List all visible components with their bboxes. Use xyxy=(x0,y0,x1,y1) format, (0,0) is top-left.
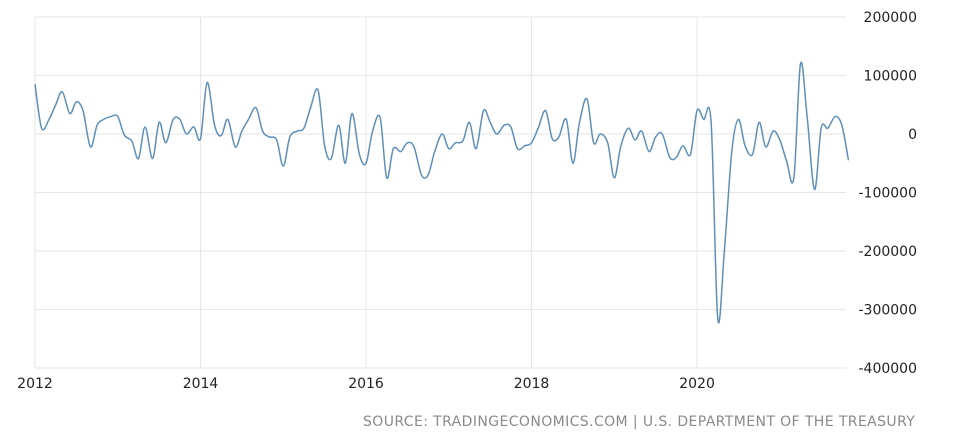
source-caption: SOURCE: TRADINGECONOMICS.COM | U.S. DEPA… xyxy=(363,414,916,430)
y-tick-label: -400000 xyxy=(859,361,918,377)
series-layer xyxy=(34,61,850,324)
x-tick-label: 2016 xyxy=(348,376,384,392)
x-tick-label: 2018 xyxy=(514,376,550,392)
y-tick-label: 200000 xyxy=(864,10,917,26)
x-tick-label: 2014 xyxy=(183,376,219,392)
x-tick-label: 2020 xyxy=(679,376,715,392)
x-axis-ticks: 2012 2014 2016 2018 2020 xyxy=(17,376,715,392)
y-tick-label: 0 xyxy=(908,127,917,143)
y-tick-label: -300000 xyxy=(859,303,918,319)
y-tick-label: 100000 xyxy=(864,69,917,85)
x-tick-label: 2012 xyxy=(17,376,53,392)
y-tick-label: -100000 xyxy=(859,186,918,202)
series-line xyxy=(34,61,850,324)
grid-lines xyxy=(34,16,846,369)
y-axis-ticks: 200000 100000 0 -100000 -200000 -300000 -40000… xyxy=(859,10,918,377)
y-tick-label: -200000 xyxy=(859,244,918,260)
